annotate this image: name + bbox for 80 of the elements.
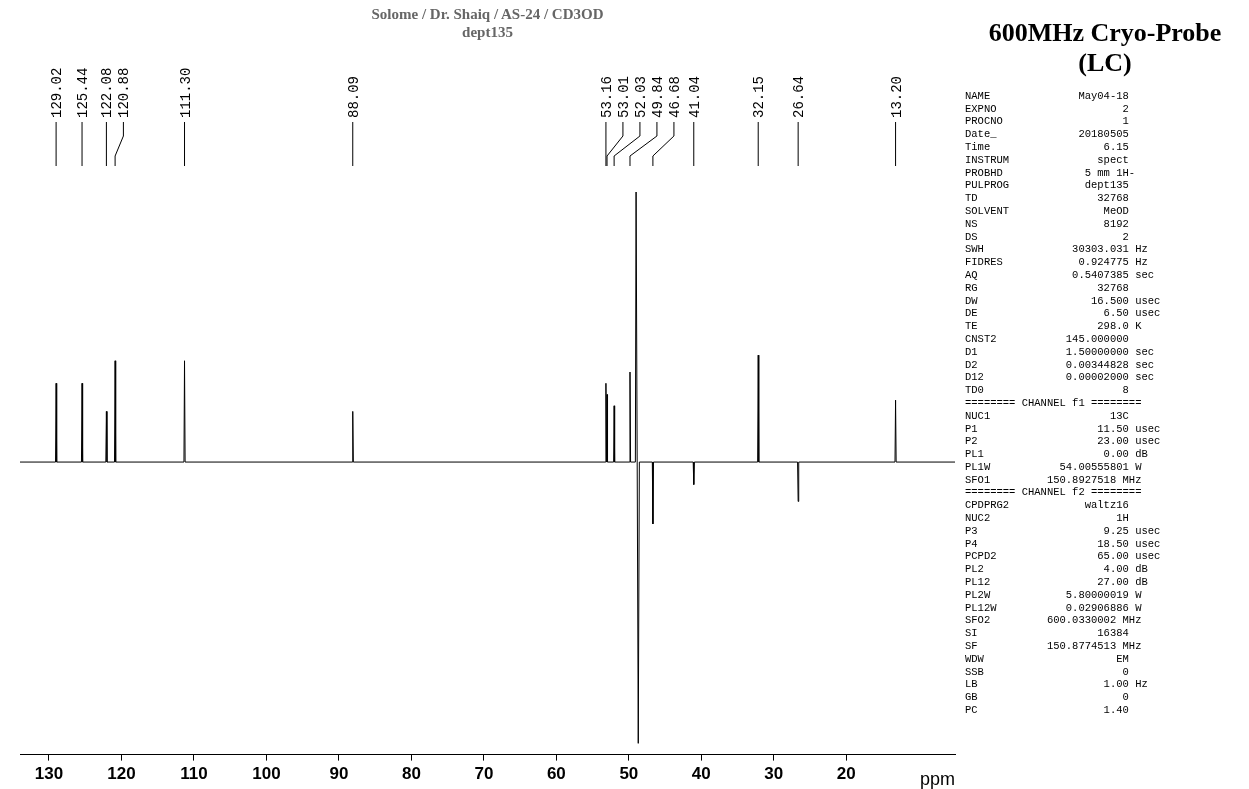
text: TD0 8	[965, 384, 1130, 397]
x-tick-label: 80	[401, 764, 421, 784]
text: FIDRES 0.924775 Hz	[965, 256, 1149, 269]
text: PROCNO 1	[965, 115, 1130, 129]
x-tick-label: 120	[107, 764, 136, 784]
text: 600MHz Cryo-Probe (LC)	[987, 18, 1223, 78]
text: LB 1.00 Hz	[965, 678, 1149, 692]
text: NUC2 1H	[965, 512, 1130, 525]
annotation: 32.15	[751, 75, 768, 118]
text: SSB 0	[965, 665, 1130, 679]
chart-title: Solome / Dr. Shaiq / AS-24 / CD3OD	[371, 5, 604, 22]
x-tick-label: 70	[474, 764, 494, 784]
text: NUC1 13C	[965, 409, 1130, 423]
annotation: 125.44	[75, 67, 92, 118]
text: SWH 30303.031 Hz	[965, 243, 1149, 257]
text: PL1W 54.00555801 W	[965, 460, 1143, 474]
annotation: 46.68	[666, 75, 683, 118]
annotation: 41.04	[686, 75, 703, 118]
text: WDW EM	[965, 652, 1130, 666]
text: PULPROG dept135	[965, 179, 1130, 193]
text: PL12W 0.02906886 W	[965, 601, 1143, 615]
annotation: 129.02	[49, 67, 66, 118]
text: CPDPRG2 waltz16	[965, 499, 1130, 513]
text: SI 16384	[965, 627, 1130, 641]
text: CNST2 145.000000	[965, 332, 1130, 346]
text: P4 18.50 usec	[965, 537, 1162, 551]
x-tick-label: 60	[546, 764, 566, 784]
text: DW 16.500 usec	[965, 294, 1162, 308]
annotation: 13.20	[888, 75, 905, 118]
text: P1 11.50 usec	[965, 422, 1162, 436]
text: DE 6.50 usec	[965, 307, 1162, 321]
text: ======== CHANNEL f1 ========	[965, 396, 1143, 410]
annotation: 53.01	[615, 75, 632, 118]
annotation: 111.30	[177, 67, 194, 118]
text: PROBHD 5 mm 1H-	[965, 166, 1137, 180]
text: AQ 0.5407385 sec	[965, 268, 1156, 282]
text: ======== CHANNEL f2 ========	[965, 486, 1143, 500]
text: PL1 0.00 dB	[965, 448, 1149, 461]
text: NAME May04-18	[965, 89, 1130, 103]
text: PC 1.40	[965, 704, 1130, 717]
text: INSTRUM spect	[965, 153, 1130, 167]
x-tick-label: 90	[329, 764, 349, 784]
x-tick-label: 40	[691, 764, 711, 784]
x-tick-label: 110	[180, 764, 208, 784]
x-tick-label: 50	[619, 764, 639, 784]
text: Date_ 20180505	[965, 128, 1130, 141]
text: DS 2	[965, 230, 1130, 244]
x-tick-label: 100	[252, 764, 281, 784]
text: PL2W 5.80000019 W	[965, 588, 1143, 602]
x-tick-label: 20	[836, 764, 856, 784]
chart-subtitle: dept135	[462, 23, 513, 40]
text: SFO2 600.0330002 MHz	[965, 614, 1143, 628]
text: TE 298.0 K	[965, 320, 1143, 333]
x-tick-label: 130	[34, 764, 64, 784]
annotation: 122.08	[99, 67, 116, 118]
annotation: 53.16	[598, 75, 615, 118]
annotation: 52.03	[632, 75, 649, 118]
text: GB 0	[965, 691, 1130, 705]
text: P2 23.00 usec	[965, 435, 1162, 449]
annotation: 26.64	[791, 75, 808, 118]
x-axis-title: ppm	[919, 769, 955, 789]
text: PCPD2 65.00 usec	[965, 550, 1162, 564]
annotation: 49.84	[649, 75, 666, 118]
text: PL2 4.00 dB	[965, 563, 1149, 577]
text: D1 1.50000000 sec	[965, 345, 1156, 359]
text: Time 6.15	[965, 140, 1130, 154]
text: RG 32768	[965, 281, 1130, 295]
text: EXPNO 2	[965, 102, 1130, 116]
text: D2 0.00344828 sec	[965, 358, 1156, 372]
text: PL12 27.00 dB	[965, 576, 1149, 589]
text: SF 150.8774513 MHz	[965, 640, 1143, 653]
text: SOLVENT MeOD	[965, 204, 1130, 218]
text: TD 32768	[965, 192, 1130, 205]
annotation: 88.09	[345, 75, 362, 118]
text: NS 8192	[965, 217, 1130, 231]
x-tick-label: 30	[764, 764, 784, 784]
text: D12 0.00002000 sec	[965, 371, 1156, 385]
text: SFO1 150.8927518 MHz	[965, 473, 1143, 487]
text: P3 9.25 usec	[965, 524, 1162, 538]
annotation: 120.88	[116, 67, 133, 118]
